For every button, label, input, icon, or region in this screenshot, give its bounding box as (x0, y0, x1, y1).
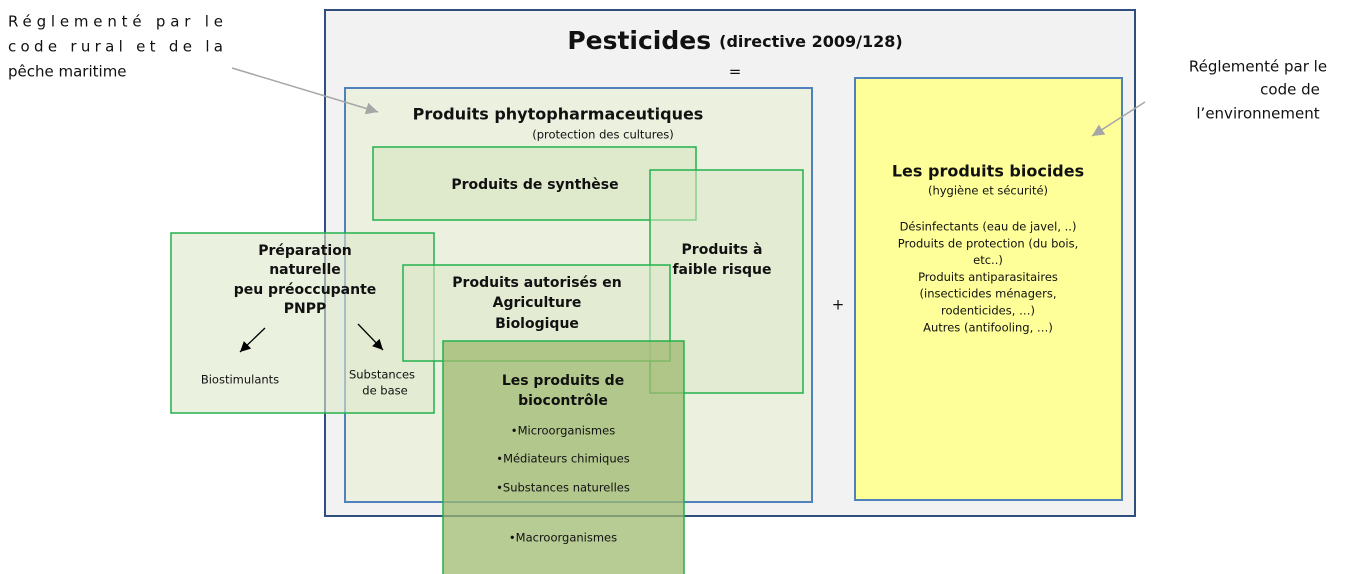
left-note: code rural et de la (8, 38, 223, 56)
bio-label: Produits autorisés en (452, 275, 621, 291)
biocides-line: etc..) (973, 253, 1003, 267)
title: Pesticides (directive 2009/128) (567, 26, 902, 55)
synthese-box (372, 146, 697, 221)
right-note: l’environnement (1196, 105, 1319, 123)
biocides-lines: Désinfectants (eau de javel, ..) Produits… (898, 220, 1079, 335)
title-main: Pesticides (567, 26, 711, 55)
biocides-subtitle: (hygiène et sécurité) (928, 184, 1048, 198)
biocides-line: rodenticides, …) (941, 304, 1035, 318)
biocides-box (854, 77, 1123, 501)
arrow (239, 327, 266, 353)
bio-label: Biologique (495, 316, 579, 332)
pnpp-box (170, 232, 435, 414)
right-arrow (1091, 101, 1146, 137)
biocontrole-box (442, 340, 685, 574)
biocides-line: Produits de protection (du bois, (898, 236, 1079, 250)
biocides-line: Autres (antifooling, …) (923, 320, 1053, 334)
biocontrole-item: •Substances naturelles (496, 481, 630, 495)
biocontrole-title: Les produits de (502, 373, 624, 389)
pnpp-right: Substances (349, 368, 415, 382)
left-note: pêche maritime (8, 63, 127, 81)
plus: + (832, 296, 845, 314)
phyto-subtitle: (protection des cultures) (532, 128, 674, 142)
biocontrole-item: •Microorganismes (511, 424, 615, 438)
bio-label: Agriculture (493, 295, 582, 311)
synthese-label: Produits de synthèse (451, 177, 618, 193)
biocides-line: Produits antiparasitaires (918, 270, 1058, 284)
pnpp-title: PNPP (284, 301, 327, 317)
left-note: Réglementé par le (8, 13, 223, 31)
pnpp-right: de base (362, 384, 407, 398)
pnpp-title: naturelle (269, 262, 341, 278)
title-sub: (directive 2009/128) (719, 32, 903, 51)
biocontrole-item: •Médiateurs chimiques (496, 452, 629, 466)
biocides-title: Les produits biocides (892, 162, 1084, 181)
biocides-line: (insecticides ménagers, (920, 287, 1057, 301)
left-arrow (231, 67, 379, 115)
biocides-line: Désinfectants (eau de javel, ..) (900, 220, 1077, 234)
right-note: Réglementé par le (1189, 58, 1327, 76)
equals: = (729, 63, 742, 81)
faible-risque-label: faible risque (672, 262, 771, 278)
faible-risque-label: Produits à (682, 242, 763, 258)
biocontrole-title: biocontrôle (518, 393, 608, 409)
pnpp-left: Biostimulants (201, 373, 279, 387)
biocontrole-item: •Macroorganismes (509, 531, 617, 545)
arrow (357, 323, 384, 351)
pnpp-title: Préparation (258, 243, 352, 259)
phyto-title: Produits phytopharmaceutiques (413, 105, 704, 124)
right-note: code de (1260, 81, 1320, 99)
pnpp-title: peu préoccupante (234, 282, 377, 298)
